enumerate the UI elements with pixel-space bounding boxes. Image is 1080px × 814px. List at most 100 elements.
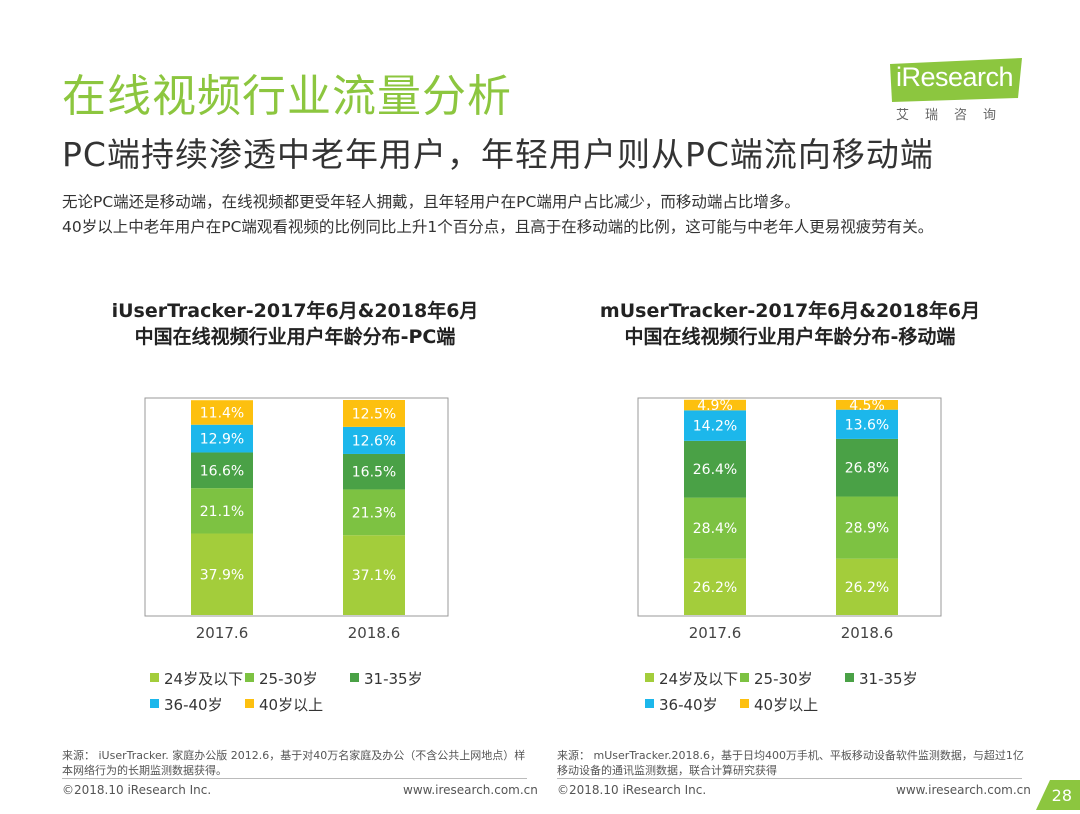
data-label: 12.6% [352, 433, 396, 449]
x-tick-label: 2018.6 [841, 624, 894, 642]
bar-segment-2018.6-36-40岁 [836, 409, 898, 439]
legend-item: 40岁以上 [245, 694, 323, 715]
chart-title-pc-line1: iUserTracker-2017年6月&2018年6月 [111, 300, 479, 322]
x-tick-label: 2017.6 [689, 624, 742, 642]
bar-segment-2017.6-25-30岁 [684, 497, 746, 559]
data-label: 4.9% [697, 398, 733, 414]
data-label: 12.5% [352, 406, 396, 422]
page-subtitle: PC端持续渗透中老年用户，年轻用户则从PC端流向移动端 [62, 135, 934, 174]
bar-segment-2017.6-36-40岁 [191, 424, 253, 453]
legend-label: 36-40岁 [164, 696, 223, 714]
data-label: 13.6% [845, 417, 889, 433]
bar-segment-2017.6-31-35岁 [191, 452, 253, 489]
data-label: 28.9% [845, 521, 889, 537]
source-pc: 来源： iUserTracker. 家庭办公版 2012.6，基于对40万名家庭… [62, 749, 526, 777]
legend-item: 25-30岁 [245, 668, 318, 689]
data-label: 37.1% [352, 568, 396, 584]
data-label: 16.6% [200, 463, 244, 479]
legend-mobile: 24岁及以下 25-30岁 31-35岁 36-40岁 40岁以上 [645, 668, 975, 718]
legend-swatch [150, 673, 159, 682]
bar-segment-2018.6-40岁以上 [343, 400, 405, 427]
logo-tag-shape [890, 58, 1022, 102]
legend-item: 36-40岁 [645, 694, 718, 715]
chart-mobile: 26.2% 28.4% 26.4% 14.2% 4.9% 2017.6 26.2% 28.9%… [637, 397, 942, 642]
legend-item: 31-35岁 [845, 668, 918, 689]
bar-segment-2017.6-24岁及以下 [191, 533, 253, 615]
legend-item: 36-40岁 [150, 694, 223, 715]
bar-segment-2017.6-40岁以上 [191, 400, 253, 425]
data-label: 26.8% [845, 461, 889, 477]
plot-frame [144, 397, 449, 617]
data-label: 4.5% [849, 398, 885, 414]
chart-title-mobile: mUserTracker-2017年6月&2018年6月 中国在线视频行业用户年… [590, 298, 990, 350]
data-label: 26.4% [693, 462, 737, 478]
data-label: 11.4% [200, 405, 244, 421]
chart-title-mobile-line2: 中国在线视频行业用户年龄分布-移动端 [624, 326, 956, 348]
chart-title-pc: iUserTracker-2017年6月&2018年6月 中国在线视频行业用户年… [95, 298, 495, 350]
data-label: 16.5% [352, 465, 396, 481]
legend-label: 40岁以上 [754, 696, 819, 714]
bar-segment-2017.6-31-35岁 [684, 440, 746, 498]
legend-swatch [245, 699, 254, 708]
legend-label: 24岁及以下 [164, 670, 244, 688]
bar-segment-2017.6-25-30岁 [191, 488, 253, 534]
legend-swatch [245, 673, 254, 682]
bar-segment-2017.6-24岁及以下 [684, 558, 746, 615]
legend-item: 24岁及以下 [150, 668, 243, 689]
x-tick-label: 2017.6 [196, 624, 249, 642]
chart-title-mobile-line1: mUserTracker-2017年6月&2018年6月 [599, 300, 981, 322]
copyright-left: ©2018.10 iResearch Inc. [62, 783, 212, 797]
bar-segment-2018.6-25-30岁 [343, 489, 405, 536]
legend-swatch [150, 699, 159, 708]
data-label: 26.2% [845, 580, 889, 596]
plot-frame [637, 397, 942, 617]
legend-pc: 24岁及以下 25-30岁 31-35岁 36-40岁 40岁以上 [150, 668, 480, 718]
legend-swatch [845, 673, 854, 682]
page-number: 28 [1051, 786, 1072, 805]
legend-label: 40岁以上 [259, 696, 324, 714]
data-label: 26.2% [693, 580, 737, 596]
page-number-badge: 28 [1036, 780, 1080, 810]
legend-swatch [645, 673, 654, 682]
bar-segment-2018.6-31-35岁 [343, 453, 405, 490]
page-number-shape [1036, 780, 1080, 810]
logo-subtext: 艾瑞咨询 [896, 108, 1013, 123]
bar-segment-2018.6-36-40岁 [343, 426, 405, 454]
data-label: 12.9% [200, 432, 244, 448]
data-label: 21.3% [352, 505, 396, 521]
legend-label: 31-35岁 [859, 670, 918, 688]
legend-label: 36-40岁 [659, 696, 718, 714]
page-title: 在线视频行业流量分析 [62, 71, 512, 122]
legend-label: 31-35岁 [364, 670, 423, 688]
chart-title-pc-line2: 中国在线视频行业用户年龄分布-PC端 [134, 326, 456, 348]
legend-item: 25-30岁 [740, 668, 813, 689]
legend-swatch [740, 673, 749, 682]
bar-segment-2018.6-31-35岁 [836, 438, 898, 497]
logo-text: iResearch [896, 62, 1014, 92]
website-right: www.iresearch.com.cn [896, 783, 1031, 797]
data-label: 28.4% [693, 521, 737, 537]
footer-divider-left [62, 778, 527, 779]
legend-item: 24岁及以下 [645, 668, 738, 689]
bar-segment-2017.6-36-40岁 [684, 410, 746, 441]
data-label: 37.9% [200, 567, 244, 583]
bar-segment-2017.6-40岁以上 [684, 399, 746, 411]
copyright-right: ©2018.10 iResearch Inc. [557, 783, 707, 797]
body-line-2: 40岁以上中老年用户在PC端观看视频的比例同比上升1个百分点，且高于在移动端的比… [62, 218, 934, 236]
data-label: 21.1% [200, 504, 244, 520]
bar-segment-2018.6-25-30岁 [836, 496, 898, 559]
body-line-1: 无论PC端还是移动端，在线视频都更受年轻人拥戴，且年轻用户在PC端用户占比减少，… [62, 193, 800, 211]
legend-swatch [350, 673, 359, 682]
chart-pc: 37.9% 21.1% 16.6% 12.9% 11.4% 2017.6 37.1% 21.3… [144, 397, 449, 642]
legend-swatch [740, 699, 749, 708]
iresearch-logo: iResearch 艾瑞咨询 [890, 58, 1030, 128]
bar-segment-2018.6-24岁及以下 [836, 558, 898, 615]
legend-item: 40岁以上 [740, 694, 818, 715]
legend-item: 31-35岁 [350, 668, 423, 689]
bar-segment-2018.6-40岁以上 [836, 400, 898, 410]
footer-divider-right [557, 778, 1022, 779]
legend-swatch [645, 699, 654, 708]
legend-label: 25-30岁 [259, 670, 318, 688]
website-left: www.iresearch.com.cn [403, 783, 538, 797]
legend-label: 24岁及以下 [659, 670, 739, 688]
